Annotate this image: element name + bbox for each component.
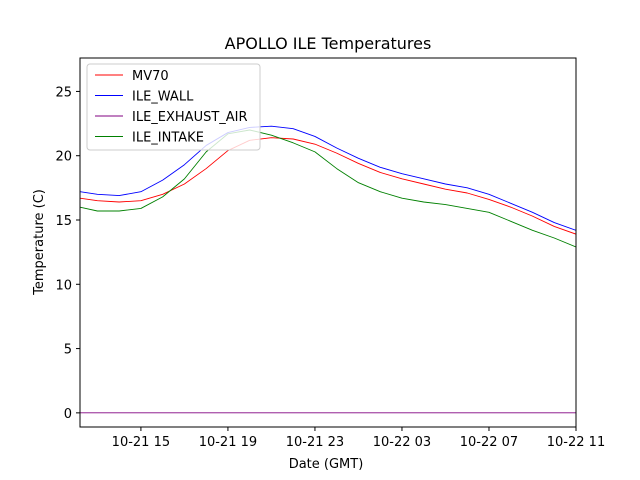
series-line-mv70	[80, 137, 576, 235]
x-tick-label: 10-22 07	[460, 435, 518, 450]
plot-frame	[79, 57, 577, 428]
legend-label: MV70	[132, 69, 169, 84]
legend-label: ILE_INTAKE	[132, 131, 204, 146]
chart-title: APOLLO ILE Temperatures	[225, 34, 432, 53]
y-tick-label: 10	[55, 278, 72, 293]
x-tick-label: 10-21 15	[112, 435, 170, 450]
x-axis: 10-21 15 10-21 19 10-21 23 10-22 03 10-22 07…	[112, 427, 605, 450]
y-axis-label: Temperature (C)	[32, 189, 47, 296]
x-tick-label: 10-21 23	[286, 435, 344, 450]
legend-label: ILE_WALL	[132, 90, 194, 105]
y-tick-label: 0	[64, 407, 72, 422]
x-tick-label: 10-22 03	[373, 435, 431, 450]
x-tick-label: 10-21 19	[199, 435, 257, 450]
legend: MV70 ILE_WALL ILE_EXHAUST_AIR ILE_INTAKE	[86, 63, 261, 151]
legend-label: ILE_EXHAUST_AIR	[132, 110, 248, 125]
series-line-ile-intake	[80, 129, 576, 248]
y-tick-label: 20	[55, 150, 72, 165]
y-tick-label: 25	[55, 85, 72, 100]
x-axis-label: Date (GMT)	[289, 457, 364, 472]
x-tick-label: 10-22 11	[547, 435, 605, 450]
y-tick-label: 15	[55, 214, 72, 229]
y-tick-label: 5	[64, 343, 72, 358]
legend-box	[86, 63, 261, 151]
y-axis: 0 5 10 15 20 25	[55, 85, 80, 422]
